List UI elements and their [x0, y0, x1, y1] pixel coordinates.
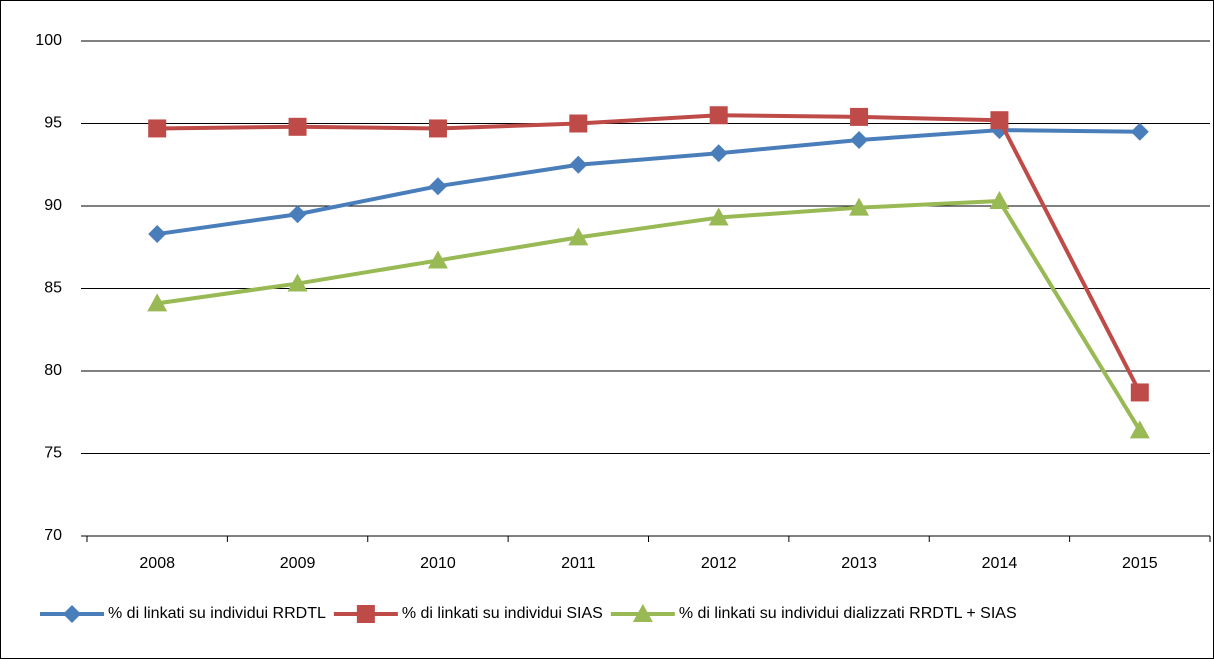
marker [850, 131, 869, 149]
series-line [157, 113, 1142, 394]
x-tick-label: 2011 [561, 555, 596, 572]
marker [569, 155, 588, 174]
x-tick-label: 2013 [841, 555, 877, 572]
marker [990, 121, 1009, 140]
marker [288, 117, 307, 136]
marker [990, 111, 1009, 130]
legend-label: % di linkati su individui RRDTL [108, 605, 326, 622]
y-tick-label: 75 [44, 445, 62, 462]
x-tick-label: 2009 [280, 555, 316, 572]
x-tick-label: 2015 [1122, 555, 1158, 572]
y-tick-label: 85 [44, 280, 62, 297]
marker [288, 205, 307, 224]
series-line [156, 199, 1142, 432]
marker [632, 604, 653, 622]
x-tick-label: 2010 [420, 555, 456, 572]
legend-label: % di linkati su individui SIAS [402, 605, 603, 622]
y-tick-label: 90 [44, 197, 62, 214]
marker [708, 207, 729, 226]
series-line [156, 128, 1140, 237]
marker [989, 191, 1010, 210]
marker [428, 119, 447, 138]
marker [1129, 420, 1150, 439]
marker [356, 605, 375, 623]
marker [850, 107, 869, 126]
y-tick-label: 70 [44, 527, 62, 544]
y-tick-label: 95 [44, 115, 62, 132]
marker [709, 106, 728, 125]
marker [147, 293, 168, 312]
marker [568, 227, 589, 246]
marker [287, 273, 308, 292]
marker [569, 114, 588, 133]
marker [427, 250, 448, 269]
marker [1130, 383, 1149, 402]
legend-label: % di linkati su individui dializzati RRD… [679, 605, 1017, 622]
marker [428, 177, 447, 196]
marker [148, 225, 167, 244]
x-tick-label: 2008 [139, 555, 175, 572]
marker [63, 605, 81, 623]
marker [148, 119, 167, 138]
y-tick-label: 80 [44, 362, 62, 379]
legend: % di linkati su individui RRDTL % di link… [40, 604, 1017, 623]
x-tick-label: 2014 [982, 555, 1018, 572]
y-tick-label: 100 [35, 32, 62, 49]
marker [1130, 122, 1149, 141]
marker [709, 144, 728, 163]
x-tick-label: 2012 [701, 555, 737, 572]
marker [849, 197, 870, 216]
